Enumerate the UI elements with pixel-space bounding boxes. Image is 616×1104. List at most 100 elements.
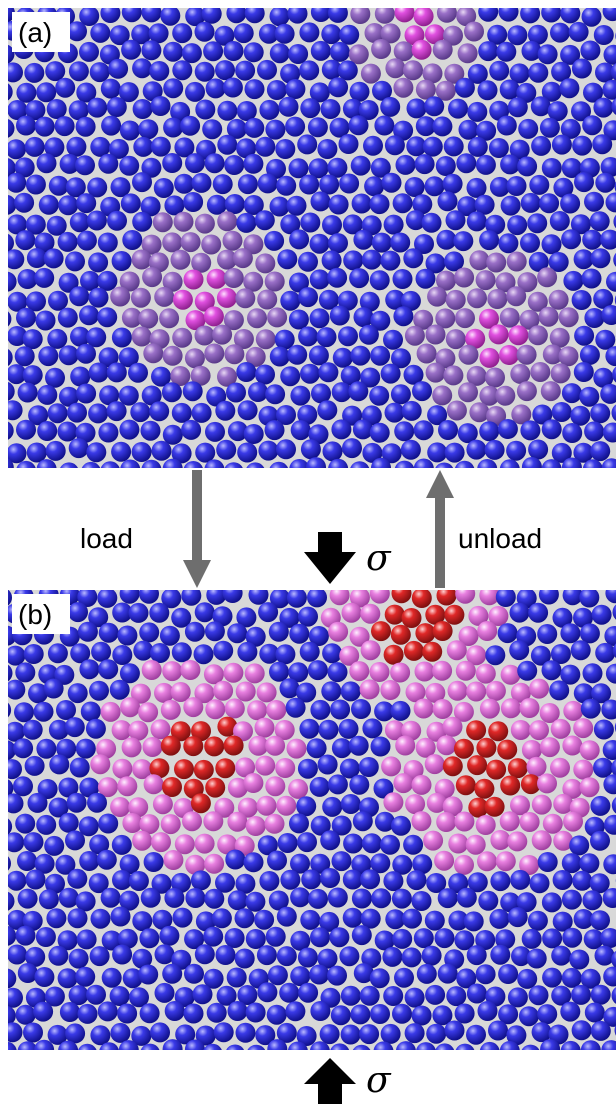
particle xyxy=(5,646,25,666)
particle xyxy=(508,907,528,927)
particle xyxy=(247,308,267,328)
particle xyxy=(2,759,22,779)
particle xyxy=(204,306,224,326)
particle xyxy=(580,777,600,797)
particle xyxy=(213,681,233,701)
particle xyxy=(506,441,526,461)
particle xyxy=(510,870,530,890)
particle xyxy=(297,134,317,154)
particle xyxy=(150,643,170,663)
particle xyxy=(172,23,192,43)
panel-b-particles xyxy=(0,583,616,1065)
particle xyxy=(370,584,390,604)
particle xyxy=(490,871,510,891)
particle xyxy=(519,1006,539,1026)
particle xyxy=(68,602,88,622)
particle xyxy=(509,640,529,660)
particle xyxy=(225,698,245,718)
particle xyxy=(207,1003,227,1023)
particle xyxy=(16,1005,36,1025)
particle xyxy=(380,680,400,700)
particle xyxy=(594,25,614,45)
particle xyxy=(216,945,236,965)
particle xyxy=(39,889,59,909)
particle xyxy=(235,908,255,928)
particle xyxy=(446,986,466,1006)
particle xyxy=(248,382,268,402)
particle xyxy=(46,441,66,461)
particle xyxy=(120,584,140,604)
particle xyxy=(595,643,615,663)
particle xyxy=(164,888,184,908)
particle xyxy=(310,1001,330,1021)
particle xyxy=(459,345,479,365)
particle xyxy=(443,174,463,194)
particle xyxy=(299,175,319,195)
particle xyxy=(102,968,122,988)
particle xyxy=(298,948,318,968)
particle xyxy=(162,777,182,797)
particle xyxy=(184,964,204,984)
particle xyxy=(288,4,308,24)
particle xyxy=(266,927,286,947)
particle xyxy=(174,212,194,232)
particle xyxy=(571,985,591,1005)
particle xyxy=(58,195,78,215)
particle xyxy=(140,1044,160,1064)
particle xyxy=(235,61,255,81)
particle xyxy=(360,986,380,1006)
particle xyxy=(257,60,277,80)
particle xyxy=(308,889,328,909)
particle xyxy=(562,928,582,948)
particle xyxy=(204,736,224,756)
particle xyxy=(236,213,256,233)
particle xyxy=(456,153,476,173)
particle xyxy=(328,888,348,908)
particle xyxy=(27,443,47,463)
particle xyxy=(299,22,319,42)
stress-label: σ xyxy=(366,538,392,579)
particle xyxy=(227,812,247,832)
particle xyxy=(500,154,520,174)
particle xyxy=(590,831,610,851)
particle xyxy=(464,22,484,42)
particle xyxy=(349,661,369,681)
particle xyxy=(476,664,496,684)
particle xyxy=(107,211,127,231)
particle xyxy=(193,984,213,1004)
particle xyxy=(277,907,297,927)
particle xyxy=(427,287,447,307)
particle xyxy=(478,1001,498,1021)
particle xyxy=(332,851,352,871)
particle xyxy=(276,176,296,196)
particle xyxy=(392,889,412,909)
particle xyxy=(415,154,435,174)
particle xyxy=(112,945,132,965)
particle xyxy=(522,929,542,949)
particle xyxy=(520,3,540,23)
particle xyxy=(75,967,95,987)
particle xyxy=(224,344,244,364)
particle xyxy=(517,345,537,365)
particle xyxy=(327,966,347,986)
particle xyxy=(560,1002,580,1022)
particle xyxy=(383,986,403,1006)
particle xyxy=(7,945,27,965)
particle xyxy=(194,644,214,664)
particle xyxy=(396,1041,416,1061)
particle xyxy=(371,621,391,641)
particle xyxy=(58,232,78,252)
particle xyxy=(390,233,410,253)
particle xyxy=(438,888,458,908)
particle xyxy=(255,756,275,776)
particle xyxy=(310,1041,330,1061)
particle xyxy=(4,832,24,852)
particle xyxy=(528,325,548,345)
particle xyxy=(459,120,479,140)
particle xyxy=(185,348,205,368)
particle xyxy=(14,702,34,722)
particle xyxy=(474,779,494,799)
particle xyxy=(98,154,118,174)
particle xyxy=(310,777,330,797)
particle xyxy=(328,662,348,682)
